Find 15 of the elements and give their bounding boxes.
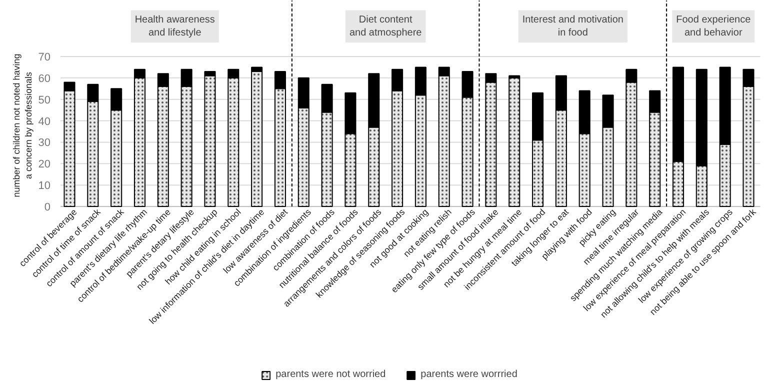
y-tick-label: 70 [38, 52, 51, 64]
y-tick-label: 50 [38, 94, 51, 106]
legend-label: parents were worrried [420, 369, 518, 380]
legend-label: parents were not worried [276, 369, 386, 380]
text: Food experience and behavior [676, 14, 752, 38]
y-tick-label: 20 [38, 158, 51, 171]
text: Interest and motivation in food [522, 14, 624, 38]
text: Diet content and atmosphere [349, 14, 422, 38]
y-tick-label: 60 [38, 72, 51, 85]
y-tick-label: 40 [38, 116, 51, 128]
text: Health awareness and lifestyle [134, 14, 215, 38]
y-tick-label: 30 [38, 137, 51, 150]
y-axis-title: number of children not noted having a concern by professionals [12, 54, 34, 198]
y-tick-label: 10 [38, 180, 51, 192]
y-tick-label: 0 [44, 202, 51, 214]
